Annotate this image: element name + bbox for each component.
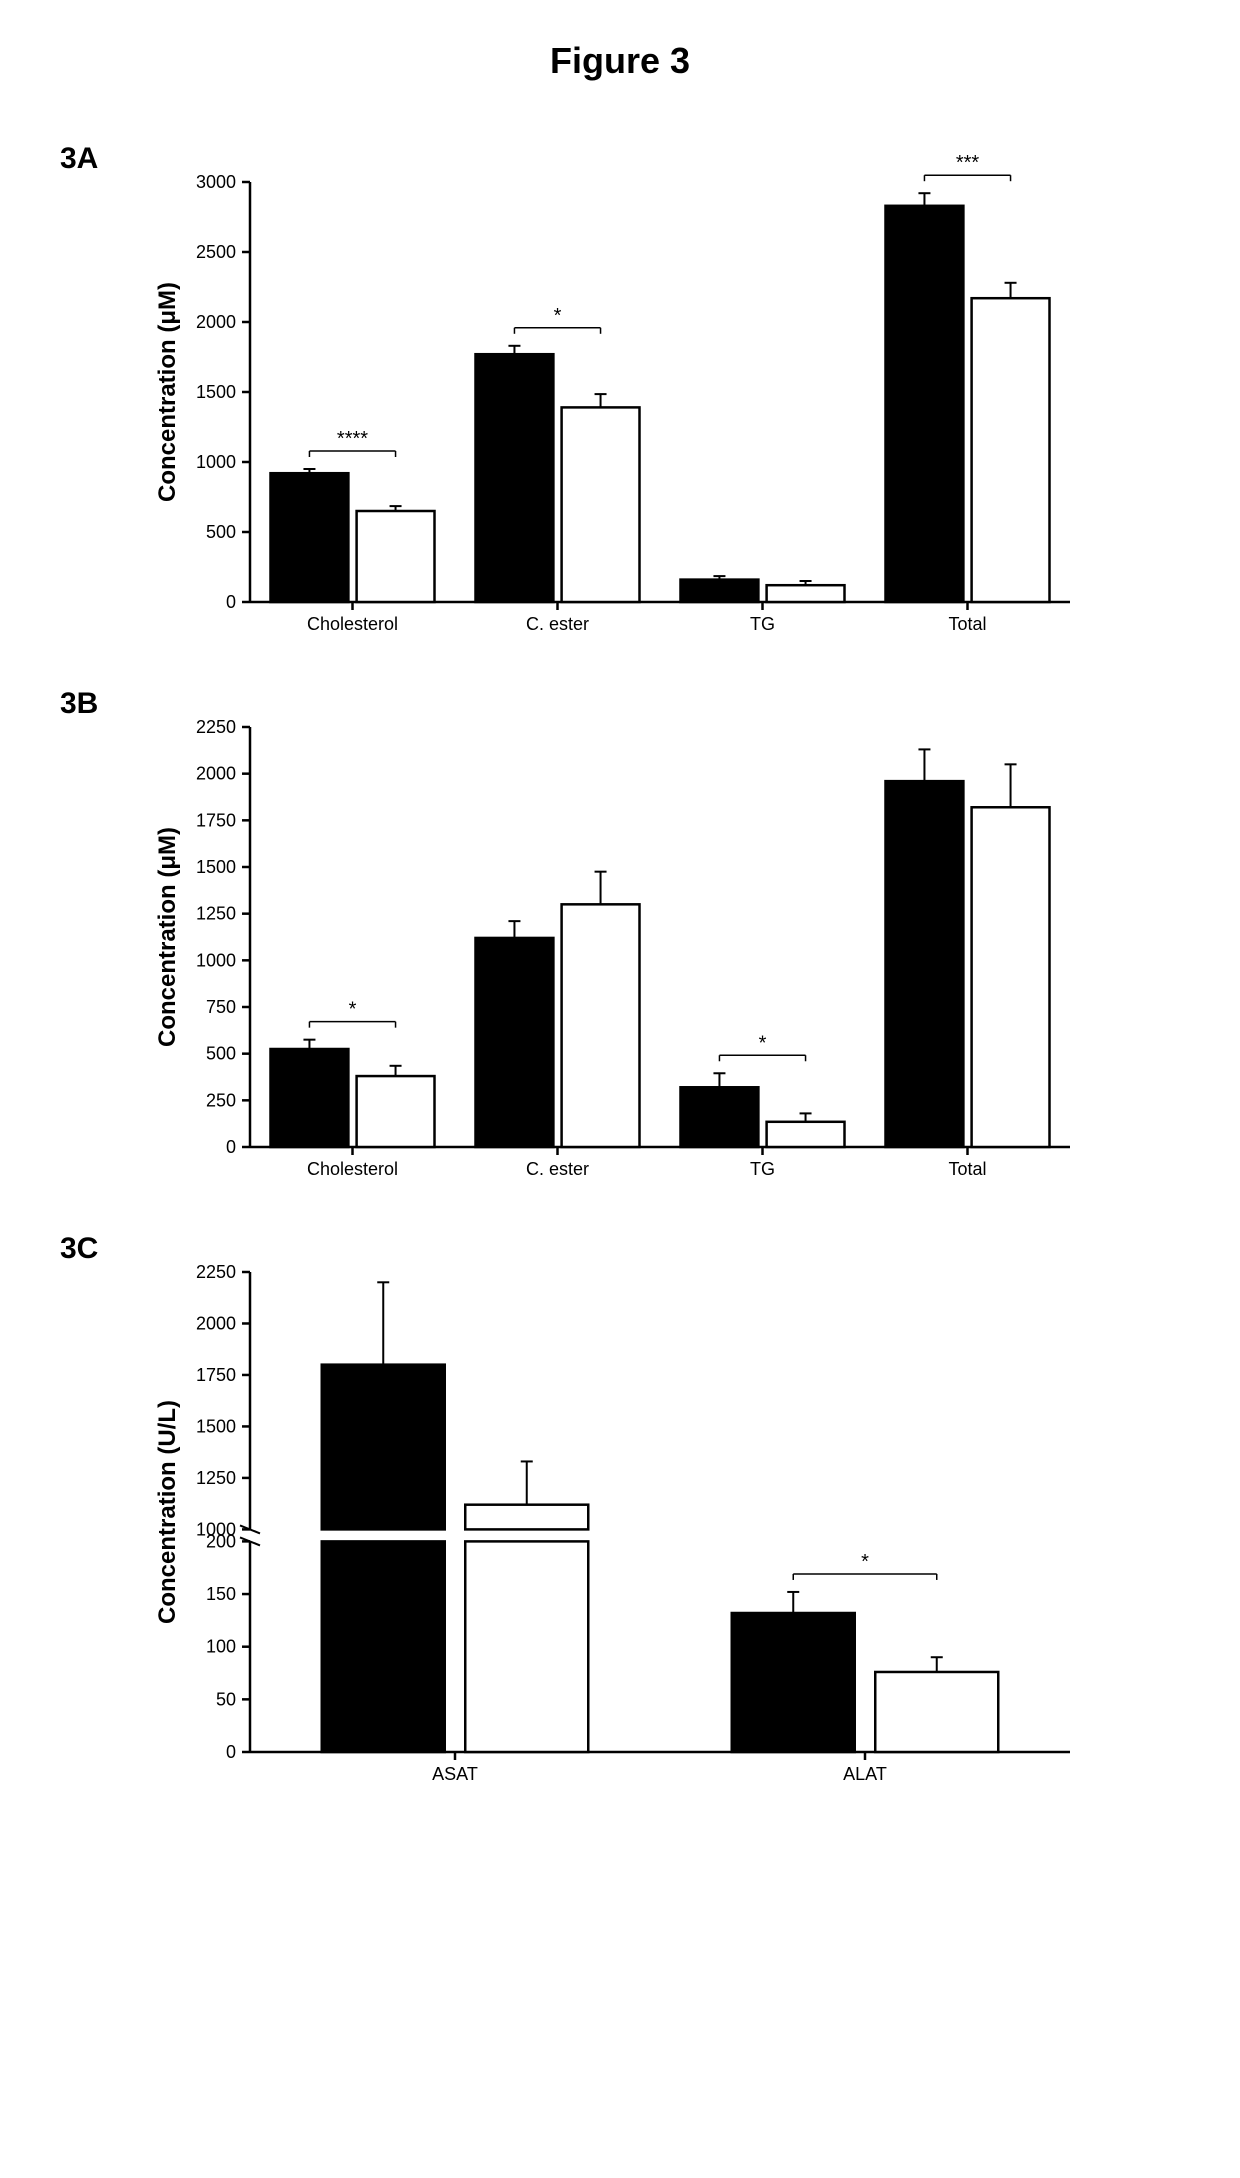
svg-text:0: 0 xyxy=(226,592,236,612)
svg-text:200: 200 xyxy=(206,1531,236,1551)
svg-text:2000: 2000 xyxy=(196,312,236,332)
svg-text:C. ester: C. ester xyxy=(526,1159,589,1179)
svg-text:TG: TG xyxy=(750,614,775,634)
chart-b: 0 250 500 750 1000 1250 1500 1750 2000 2250 Concen… xyxy=(130,677,1090,1197)
svg-text:250: 250 xyxy=(206,1090,236,1110)
svg-text:1000: 1000 xyxy=(196,950,236,970)
svg-text:150: 150 xyxy=(206,1584,236,1604)
svg-text:500: 500 xyxy=(206,1044,236,1064)
panel-label-c: 3C xyxy=(60,1222,130,1266)
chart-a: 0 500 1000 1500 2000 2500 3000 Concentration (μ… xyxy=(130,132,1090,652)
svg-text:*: * xyxy=(554,305,562,327)
svg-text:2000: 2000 xyxy=(196,1313,236,1333)
svg-text:750: 750 xyxy=(206,997,236,1017)
svg-text:****: **** xyxy=(337,428,368,450)
chart-c: 100012501500175020002250050100150200Conc… xyxy=(130,1222,1090,1802)
svg-text:Cholesterol: Cholesterol xyxy=(307,1159,398,1179)
svg-text:100: 100 xyxy=(206,1637,236,1657)
svg-text:2250: 2250 xyxy=(196,1262,236,1282)
svg-text:500: 500 xyxy=(206,522,236,542)
svg-text:1250: 1250 xyxy=(196,1468,236,1488)
figure-title: Figure 3 xyxy=(60,40,1180,82)
svg-text:*: * xyxy=(349,999,357,1021)
svg-text:50: 50 xyxy=(216,1689,236,1709)
svg-text:ALAT: ALAT xyxy=(843,1764,887,1784)
svg-text:0: 0 xyxy=(226,1742,236,1762)
svg-text:Concentration (μM): Concentration (μM) xyxy=(154,827,181,1047)
svg-text:1500: 1500 xyxy=(196,857,236,877)
svg-text:Concentration (U/L): Concentration (U/L) xyxy=(154,1400,181,1624)
svg-text:0: 0 xyxy=(226,1137,236,1157)
svg-text:1750: 1750 xyxy=(196,810,236,830)
panel-3c: 3C 100012501500175020002250050100150200C… xyxy=(60,1222,1180,1802)
svg-text:Total: Total xyxy=(948,1159,986,1179)
chart-a-wrap: 0 500 1000 1500 2000 2500 3000 Concentration (μ… xyxy=(130,132,1180,652)
svg-text:*: * xyxy=(759,1032,767,1054)
svg-text:1000: 1000 xyxy=(196,452,236,472)
svg-text:Total: Total xyxy=(948,614,986,634)
panel-3b: 3B 0 250 500 750 1000 1250 1500 1750 2000 2250 Con… xyxy=(60,677,1180,1197)
svg-text:1750: 1750 xyxy=(196,1365,236,1385)
svg-text:1250: 1250 xyxy=(196,904,236,924)
panel-3a: 3A 0 500 1000 1500 2000 2500 3000 Concentration… xyxy=(60,132,1180,652)
svg-text:C. ester: C. ester xyxy=(526,614,589,634)
panel-label-a: 3A xyxy=(60,132,130,176)
chart-b-wrap: 0 250 500 750 1000 1250 1500 1750 2000 2250 Concen… xyxy=(130,677,1180,1197)
svg-text:*: * xyxy=(861,1551,869,1573)
svg-text:1500: 1500 xyxy=(196,1416,236,1436)
svg-text:3000: 3000 xyxy=(196,172,236,192)
svg-text:2250: 2250 xyxy=(196,717,236,737)
svg-text:Cholesterol: Cholesterol xyxy=(307,614,398,634)
svg-text:2000: 2000 xyxy=(196,764,236,784)
svg-text:***: *** xyxy=(956,152,980,174)
svg-text:1500: 1500 xyxy=(196,382,236,402)
chart-c-wrap: 100012501500175020002250050100150200Conc… xyxy=(130,1222,1180,1802)
svg-text:TG: TG xyxy=(750,1159,775,1179)
svg-text:2500: 2500 xyxy=(196,242,236,262)
svg-text:Concentration (μM): Concentration (μM) xyxy=(154,282,181,502)
panel-label-b: 3B xyxy=(60,677,130,721)
svg-text:ASAT: ASAT xyxy=(432,1764,478,1784)
